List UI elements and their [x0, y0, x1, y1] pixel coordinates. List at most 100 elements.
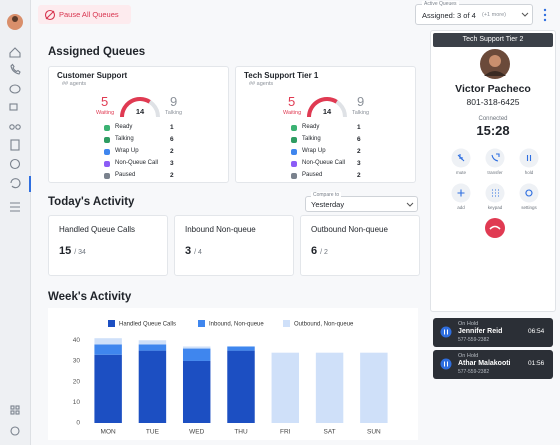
- status-label: Paused: [115, 172, 136, 178]
- more-menu[interactable]: [542, 8, 548, 22]
- bar-segment: [94, 354, 122, 423]
- activity-figures: 15/ 34: [59, 241, 86, 259]
- hold-status: On Hold: [458, 353, 479, 359]
- bar-segment: [182, 346, 211, 349]
- x-tick-label: SUN: [367, 429, 381, 436]
- end-call-button[interactable]: [485, 218, 505, 238]
- call-control[interactable]: [519, 183, 539, 203]
- hold-phone: 577-559-2382: [458, 369, 490, 375]
- nav-voicemail[interactable]: [9, 124, 15, 130]
- nav-video[interactable]: [9, 103, 18, 111]
- talking-count: 9: [357, 94, 365, 109]
- call-control[interactable]: [451, 183, 471, 203]
- status-label: Wrap Up: [115, 148, 139, 154]
- control-icon: [525, 189, 533, 197]
- compare-dropdown[interactable]: [305, 196, 418, 212]
- bar-segment: [138, 350, 167, 423]
- end-call-icon: [489, 225, 501, 230]
- status-count: 2: [170, 148, 174, 155]
- nav-contacts[interactable]: [10, 139, 20, 151]
- on-hold-card[interactable]: On Hold Jennifer Reid 577-559-2382 06:54: [433, 318, 553, 347]
- status-label: Non-Queue Call: [302, 160, 346, 166]
- nav-home[interactable]: [9, 47, 21, 58]
- waiting-count: 5: [101, 94, 109, 109]
- bar-segment: [94, 344, 122, 355]
- legend-label: Handled Queue Calls: [119, 322, 176, 328]
- x-tick-label: WED: [189, 429, 204, 436]
- control-icon: [457, 154, 465, 162]
- active-queues-more: (+1 more): [482, 12, 506, 18]
- control-label: settings: [521, 205, 537, 210]
- caller-name: Victor Pacheco: [455, 83, 531, 95]
- status-count: 3: [357, 160, 361, 167]
- legend-label: Outbound, Non-queue: [294, 322, 354, 328]
- x-tick-label: TUE: [146, 429, 160, 436]
- caller-avatar: [480, 49, 510, 79]
- call-queue-header: [433, 33, 553, 47]
- status-count: 3: [170, 160, 174, 167]
- dropdown-caret: [521, 12, 529, 17]
- activity-card: Handled Queue Calls 15/ 34: [48, 215, 168, 276]
- nav-apps[interactable]: [15, 405, 20, 410]
- control-bg: [519, 183, 539, 203]
- activity-total: / 4: [194, 249, 202, 256]
- y-tick-label: 20: [73, 378, 81, 385]
- y-tick-label: 0: [76, 420, 80, 427]
- status-label: Ready: [115, 124, 133, 130]
- nav-chat[interactable]: [9, 84, 21, 94]
- control-label: add: [457, 205, 465, 210]
- nav-history[interactable]: [9, 158, 21, 170]
- hold-phone: 577-559-2382: [458, 337, 490, 343]
- bar-segment: [360, 352, 388, 423]
- status-count: 6: [170, 136, 174, 143]
- activity-label: Outbound Non-queue: [311, 225, 388, 234]
- legend-swatch: [108, 320, 115, 327]
- active-queues-dropdown[interactable]: [415, 4, 533, 25]
- bar-segment: [138, 340, 167, 345]
- talking-count: 9: [170, 94, 178, 109]
- nav-settings-sliders[interactable]: [10, 202, 20, 212]
- activity-label: Handled Queue Calls: [59, 225, 136, 234]
- activity-card: Outbound Non-queue 6/ 2: [300, 215, 420, 276]
- nav-gear[interactable]: [10, 426, 20, 436]
- on-hold-card[interactable]: On Hold Athar Malakooti 577-559-2382 01:56: [433, 350, 553, 379]
- call-control[interactable]: [451, 148, 471, 168]
- bar-segment: [271, 352, 300, 423]
- hold-time: 06:54: [528, 328, 545, 335]
- control-bg: [519, 148, 539, 168]
- queue-agents: ## agents: [62, 81, 87, 87]
- hold-icon: [440, 358, 452, 370]
- status-icon: [291, 137, 297, 143]
- nav-phone[interactable]: [10, 63, 21, 75]
- status-icon: [291, 173, 297, 179]
- x-tick-label: MON: [101, 429, 116, 436]
- call-control[interactable]: [485, 183, 505, 203]
- activity-total: / 2: [320, 249, 328, 256]
- nav-queues[interactable]: [10, 178, 21, 189]
- section-title: Week's Activity: [48, 291, 132, 303]
- section-title: Assigned Queues: [48, 46, 146, 58]
- control-icon: [457, 189, 465, 197]
- activity-figures: 3/ 4: [185, 241, 202, 259]
- status-count: 2: [170, 172, 174, 179]
- control-icon: [491, 153, 500, 162]
- hold-time: 01:56: [528, 360, 545, 367]
- active-queues-value: Assigned: 3 of 4: [422, 11, 476, 20]
- hold-icon-bars: [444, 361, 448, 367]
- queue-gauge: [307, 97, 347, 118]
- call-control[interactable]: [485, 148, 505, 168]
- waiting-label: Waiting: [96, 110, 115, 116]
- call-control[interactable]: [519, 148, 539, 168]
- talking-label: Talking: [352, 110, 370, 116]
- dropdown-caret: [406, 202, 414, 207]
- sidebar-icons: [7, 14, 31, 436]
- call-queue: Tech Support Tier 2: [462, 36, 524, 43]
- bar-segment: [182, 348, 211, 361]
- call-duration: 15:28: [476, 123, 510, 138]
- queue-name: Tech Support Tier 1: [244, 71, 319, 80]
- queue-name: Customer Support: [57, 71, 128, 80]
- nav-active-indicator: [29, 176, 31, 192]
- x-tick-label: SAT: [323, 429, 335, 436]
- y-tick-label: 40: [73, 337, 81, 344]
- pause-button[interactable]: [38, 5, 131, 24]
